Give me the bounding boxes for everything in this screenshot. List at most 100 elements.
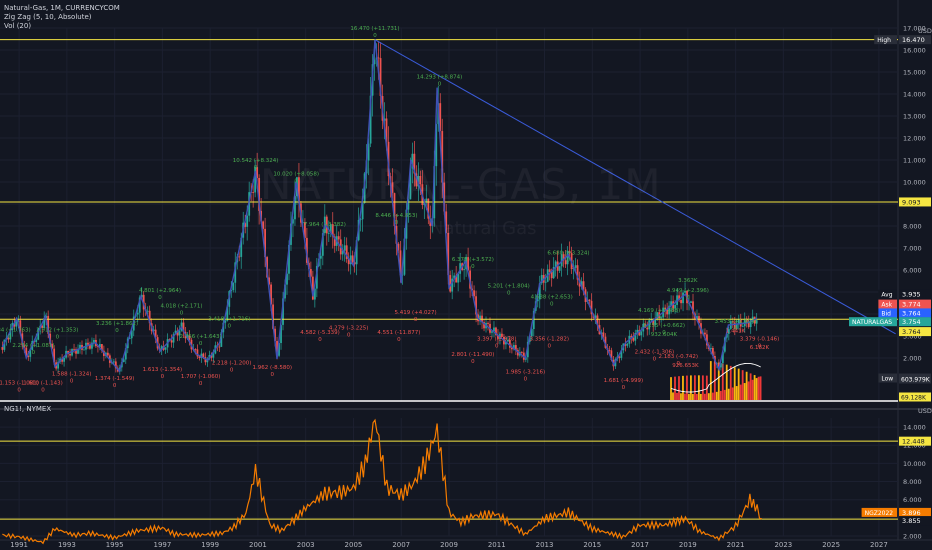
candle-body xyxy=(654,318,657,326)
price-tag[interactable] xyxy=(899,197,931,207)
pivot-label: 3.397 (-2.978) xyxy=(477,336,517,342)
candle-body xyxy=(520,352,523,353)
ng1-legend[interactable]: NG1!, NYMEX xyxy=(4,405,52,413)
candle-body xyxy=(302,222,304,224)
candle-body xyxy=(198,356,201,358)
volume-bar xyxy=(725,364,728,400)
candle-body xyxy=(620,350,623,358)
zigzag-line[interactable] xyxy=(1,39,758,373)
x-tick-label: 2017 xyxy=(631,541,649,549)
pivot-volume-label: 0 xyxy=(254,165,258,171)
volume-label: 1.441K xyxy=(726,329,746,335)
symbol-legend[interactable]: Natural-Gas, 1M, CURRENCYCOM xyxy=(4,4,120,12)
price-tag[interactable] xyxy=(899,299,931,309)
candle-body xyxy=(646,327,649,330)
pivot-volume-label: 0 xyxy=(70,379,74,385)
candle-body xyxy=(29,349,32,357)
candle-body xyxy=(172,334,175,343)
candle-body xyxy=(644,323,647,328)
price-tag[interactable] xyxy=(899,327,931,337)
descending-trendline[interactable] xyxy=(374,39,896,335)
zigzag-legend[interactable]: Zig Zag (5, 10, Absolute) xyxy=(4,13,92,21)
candle-body xyxy=(53,348,56,363)
volume-bar xyxy=(672,392,674,400)
pivot-label: 1.374 (-1.549) xyxy=(95,376,135,382)
candle-body xyxy=(13,323,16,327)
pivot-volume-label: 0 xyxy=(438,82,442,88)
candle-body xyxy=(204,357,207,363)
volume-bar xyxy=(676,392,678,400)
volume-bar xyxy=(717,362,720,400)
candle-body xyxy=(483,322,485,329)
volume-bar xyxy=(757,376,760,400)
price-tag[interactable] xyxy=(899,317,931,327)
price-tag[interactable] xyxy=(899,308,931,318)
candle-body xyxy=(733,322,736,329)
volume-legend[interactable]: Vol (20) xyxy=(4,22,32,30)
candle-body xyxy=(379,58,382,97)
candle-body xyxy=(315,266,318,289)
volume-tag[interactable] xyxy=(899,374,931,384)
candle-body xyxy=(321,233,324,256)
pivot-label: 1.153 (-1.081) xyxy=(0,380,39,386)
candle-body xyxy=(286,273,288,285)
volume-bar xyxy=(733,367,736,400)
candle-body xyxy=(99,344,101,347)
price-tag[interactable] xyxy=(899,35,931,45)
x-tick-label: 2019 xyxy=(679,541,697,549)
candle-body xyxy=(89,344,91,349)
candle-body xyxy=(329,224,332,234)
pivot-volume-label: 0 xyxy=(524,376,528,382)
candle-body xyxy=(626,343,629,346)
pivot-label: 10.020 (+8.058) xyxy=(273,171,319,177)
candle-body xyxy=(367,143,370,161)
volume-bar xyxy=(727,388,730,400)
candle-body xyxy=(345,245,348,259)
candle-body xyxy=(574,265,577,268)
candle-body xyxy=(554,261,557,268)
candle-body xyxy=(304,222,306,238)
price-tag[interactable] xyxy=(899,516,931,526)
price-tag[interactable] xyxy=(899,507,931,517)
candle-body xyxy=(717,363,720,368)
candle-body xyxy=(114,361,117,369)
candle-body xyxy=(268,277,270,285)
candle-body xyxy=(447,232,450,276)
pivot-volume-label: 0 xyxy=(686,295,690,301)
candle-body xyxy=(246,215,249,227)
volume-tag[interactable] xyxy=(899,392,931,402)
price-tag-label: NATURALGAS xyxy=(852,319,892,326)
candle-body xyxy=(232,282,235,291)
candle-body xyxy=(264,228,267,258)
candle-body xyxy=(353,262,356,265)
volume-bar xyxy=(729,365,732,400)
candle-body xyxy=(35,339,38,343)
price-tag-value: 3.935 xyxy=(902,291,921,299)
main-legend: Natural-Gas, 1M, CURRENCYCOM Zig Zag (5,… xyxy=(4,4,120,31)
candle-body xyxy=(79,344,81,350)
pivot-label: 4.279 (-3.225) xyxy=(329,325,369,331)
volume-bar xyxy=(703,393,706,400)
candle-body xyxy=(650,319,653,321)
price-tag-value: 3.855 xyxy=(902,517,921,525)
pivot-label: 3.255 (+0.662) xyxy=(643,323,685,329)
candle-body xyxy=(23,345,26,348)
volume-bar xyxy=(693,375,696,400)
candle-body xyxy=(692,301,694,314)
price-tag-label: Low xyxy=(881,375,893,382)
price-tag[interactable] xyxy=(899,289,931,299)
candle-body xyxy=(77,349,79,354)
ng1-price-line[interactable] xyxy=(2,418,763,545)
price-tag[interactable] xyxy=(899,436,931,446)
candle-body xyxy=(41,325,44,328)
candle-body xyxy=(152,329,155,332)
pivot-label: 3.379 (-0.146) xyxy=(740,336,780,342)
volume-bar xyxy=(680,393,682,400)
candle-body xyxy=(630,335,633,338)
pivot-label: 2.801 (-11.490) xyxy=(451,352,494,358)
x-tick-label: 2027 xyxy=(870,541,888,549)
candle-body xyxy=(333,236,336,246)
pivot-volume-label: 0 xyxy=(318,337,322,343)
candle-body xyxy=(170,340,173,343)
